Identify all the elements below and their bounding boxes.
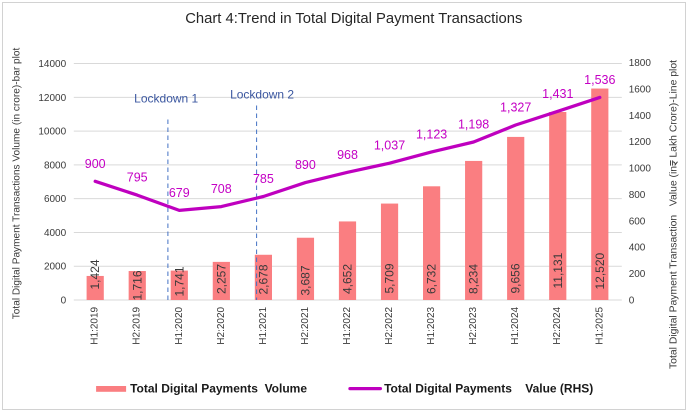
svg-text:Lockdown 1: Lockdown 1 (134, 91, 198, 105)
svg-text:H2:2020: H2:2020 (216, 306, 227, 344)
svg-text:2,257: 2,257 (214, 264, 228, 294)
svg-text:400: 400 (629, 243, 646, 254)
svg-text:11,131: 11,131 (551, 252, 565, 288)
svg-text:14000: 14000 (38, 59, 66, 70)
svg-text:0: 0 (629, 295, 635, 306)
svg-text:12,520: 12,520 (593, 252, 607, 289)
svg-text:1400: 1400 (629, 111, 652, 122)
svg-text:Total Digital Payment Transact: Total Digital Payment Transactions Volum… (12, 48, 23, 320)
svg-text:12000: 12000 (38, 93, 66, 104)
svg-text:0: 0 (61, 295, 67, 306)
svg-text:H1:2024: H1:2024 (510, 306, 521, 344)
svg-text:Lockdown 2: Lockdown 2 (230, 88, 294, 102)
svg-text:600: 600 (629, 216, 646, 227)
svg-text:3,687: 3,687 (298, 265, 312, 295)
svg-text:6,732: 6,732 (425, 264, 439, 294)
svg-text:5,709: 5,709 (383, 263, 397, 293)
svg-text:9,656: 9,656 (509, 263, 523, 293)
svg-text:H1:2020: H1:2020 (174, 306, 185, 344)
svg-text:1,037: 1,037 (374, 139, 405, 153)
svg-text:679: 679 (169, 186, 190, 200)
svg-text:H1:2021: H1:2021 (258, 306, 269, 344)
svg-text:H2:2023: H2:2023 (468, 306, 479, 344)
svg-text:1000: 1000 (629, 164, 652, 175)
svg-text:785: 785 (253, 172, 274, 186)
svg-text:200: 200 (629, 269, 646, 280)
svg-text:1,741: 1,741 (172, 266, 186, 296)
svg-text:1,716: 1,716 (130, 270, 144, 300)
svg-text:Total Digital Payments Volume: Total Digital Payments Volume (130, 381, 307, 395)
svg-text:1600: 1600 (629, 84, 652, 95)
svg-text:2,678: 2,678 (256, 264, 270, 294)
svg-text:Lakh Crore)-Line plot: Lakh Crore)-Line plot (668, 60, 679, 158)
svg-text:8000: 8000 (44, 160, 67, 171)
svg-text:800: 800 (629, 190, 646, 201)
svg-text:1,536: 1,536 (584, 73, 615, 87)
svg-text:1,198: 1,198 (458, 118, 489, 132)
svg-text:H2:2024: H2:2024 (552, 306, 563, 344)
svg-text:1200: 1200 (629, 137, 652, 148)
svg-text:Total Digital Payment Transact: Total Digital Payment Transaction Value … (668, 163, 679, 369)
svg-text:Chart 4:Trend in Total Digital: Chart 4:Trend in Total Digital Payment T… (185, 11, 522, 27)
svg-text:968: 968 (337, 148, 358, 162)
svg-text:H1:2022: H1:2022 (342, 306, 353, 344)
svg-text:708: 708 (211, 182, 232, 196)
svg-text:6000: 6000 (44, 194, 67, 205)
svg-text:Total Digital Payments Valu: Total Digital Payments Value (RHS) (384, 381, 593, 395)
svg-text:795: 795 (127, 171, 148, 185)
svg-text:890: 890 (295, 158, 316, 172)
svg-text:H2:2022: H2:2022 (384, 306, 395, 344)
svg-text:H2:2021: H2:2021 (300, 306, 311, 344)
svg-text:H1:2019: H1:2019 (90, 306, 101, 344)
svg-text:1,424: 1,424 (88, 259, 102, 289)
svg-text:10000: 10000 (38, 127, 66, 138)
svg-text:4,652: 4,652 (341, 264, 355, 294)
svg-text:H1:2023: H1:2023 (426, 306, 437, 344)
svg-text:H1:2025: H1:2025 (594, 306, 605, 344)
svg-text:1800: 1800 (629, 58, 652, 69)
svg-text:2000: 2000 (44, 262, 67, 273)
svg-text:1,327: 1,327 (500, 101, 531, 115)
svg-text:900: 900 (85, 157, 106, 171)
svg-text:1,123: 1,123 (416, 127, 447, 141)
svg-text:H2:2019: H2:2019 (132, 306, 143, 344)
svg-text:4000: 4000 (44, 228, 67, 239)
svg-text:8,234: 8,234 (467, 264, 481, 294)
svg-text:1,431: 1,431 (542, 87, 573, 101)
